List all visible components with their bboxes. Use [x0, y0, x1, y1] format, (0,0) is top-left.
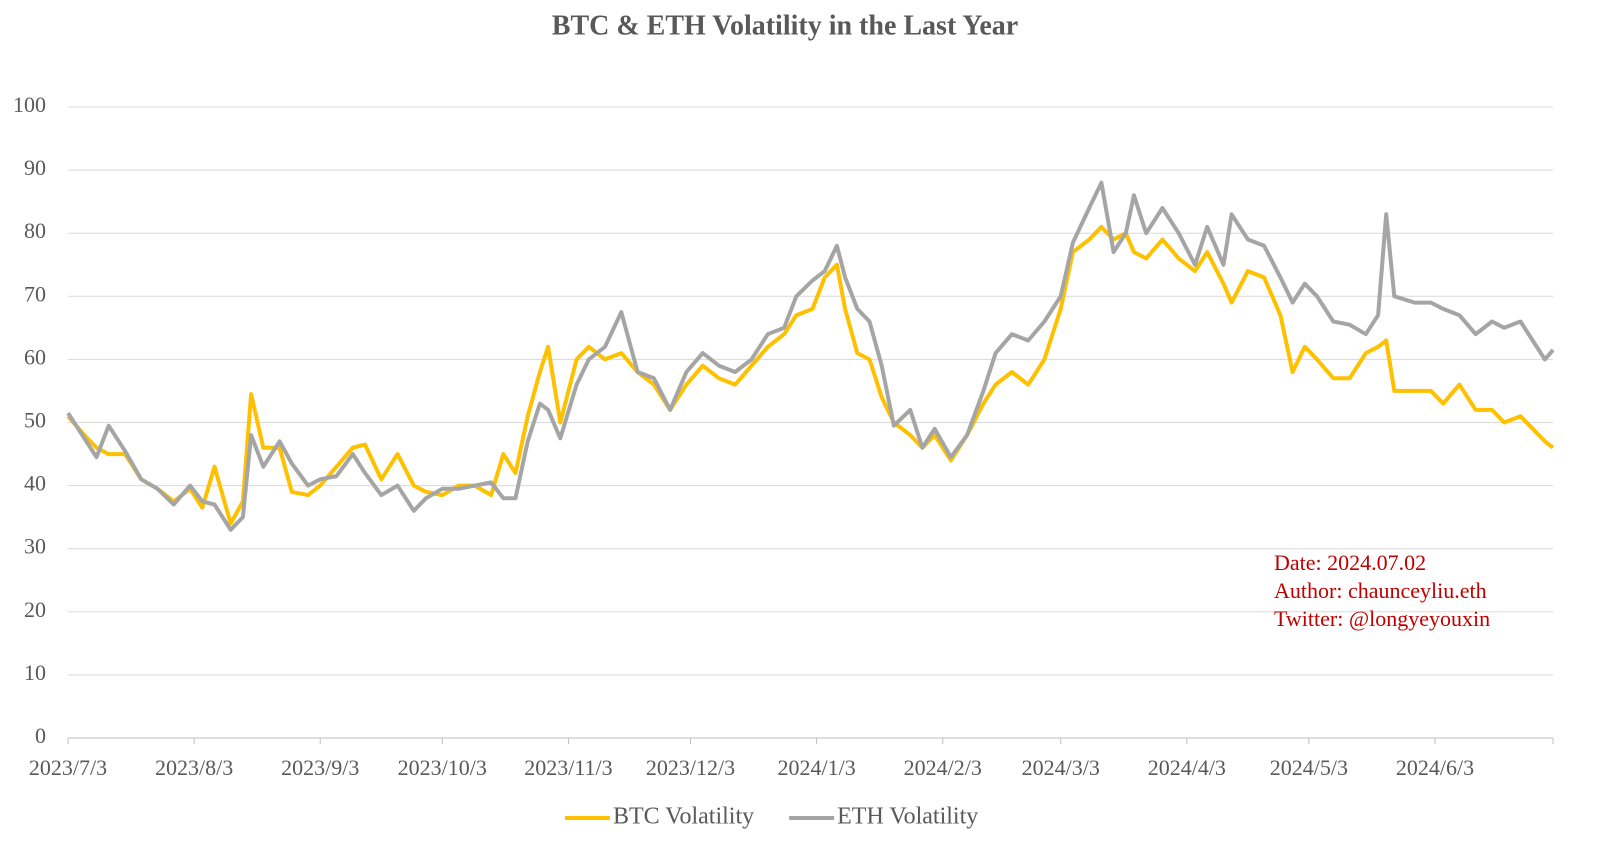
x-tick-label: 2023/8/3 [155, 755, 233, 780]
y-tick-label: 50 [24, 408, 46, 433]
series-line [66, 224, 1555, 526]
annotation: Date: 2024.07.02 [1274, 550, 1426, 575]
annotation: Twitter: @longyeyouxin [1274, 606, 1490, 631]
y-tick-label: 80 [24, 218, 46, 243]
x-tick-label: 2024/3/3 [1022, 755, 1100, 780]
y-tick-label: 60 [24, 344, 46, 369]
y-tick-label: 40 [24, 471, 46, 496]
y-tick-label: 10 [24, 660, 46, 685]
y-tick-label: 20 [24, 597, 46, 622]
chart-title: BTC & ETH Volatility in the Last Year [552, 10, 1018, 41]
x-tick-label: 2024/2/3 [904, 755, 982, 780]
x-tick-label: 2023/11/3 [524, 755, 612, 780]
annotation: Author: chaunceyliu.eth [1274, 578, 1487, 603]
legend-label: ETH Volatility [837, 804, 978, 830]
x-tick-label: 2024/6/3 [1396, 755, 1474, 780]
y-tick-label: 90 [24, 155, 46, 180]
x-tick-label: 2023/10/3 [398, 755, 487, 780]
y-tick-label: 30 [24, 534, 46, 559]
y-tick-label: 0 [35, 723, 46, 748]
x-tick-label: 2023/12/3 [646, 755, 735, 780]
x-tick-label: 2023/7/3 [29, 755, 107, 780]
x-tick-label: 2024/4/3 [1148, 755, 1226, 780]
series-line [66, 180, 1555, 532]
y-tick-label: 100 [13, 92, 46, 117]
x-tick-label: 2024/1/3 [777, 755, 855, 780]
x-tick-label: 2023/9/3 [281, 755, 359, 780]
y-tick-label: 70 [24, 281, 46, 306]
legend-label: BTC Volatility [613, 804, 754, 830]
x-tick-label: 2024/5/3 [1270, 755, 1348, 780]
